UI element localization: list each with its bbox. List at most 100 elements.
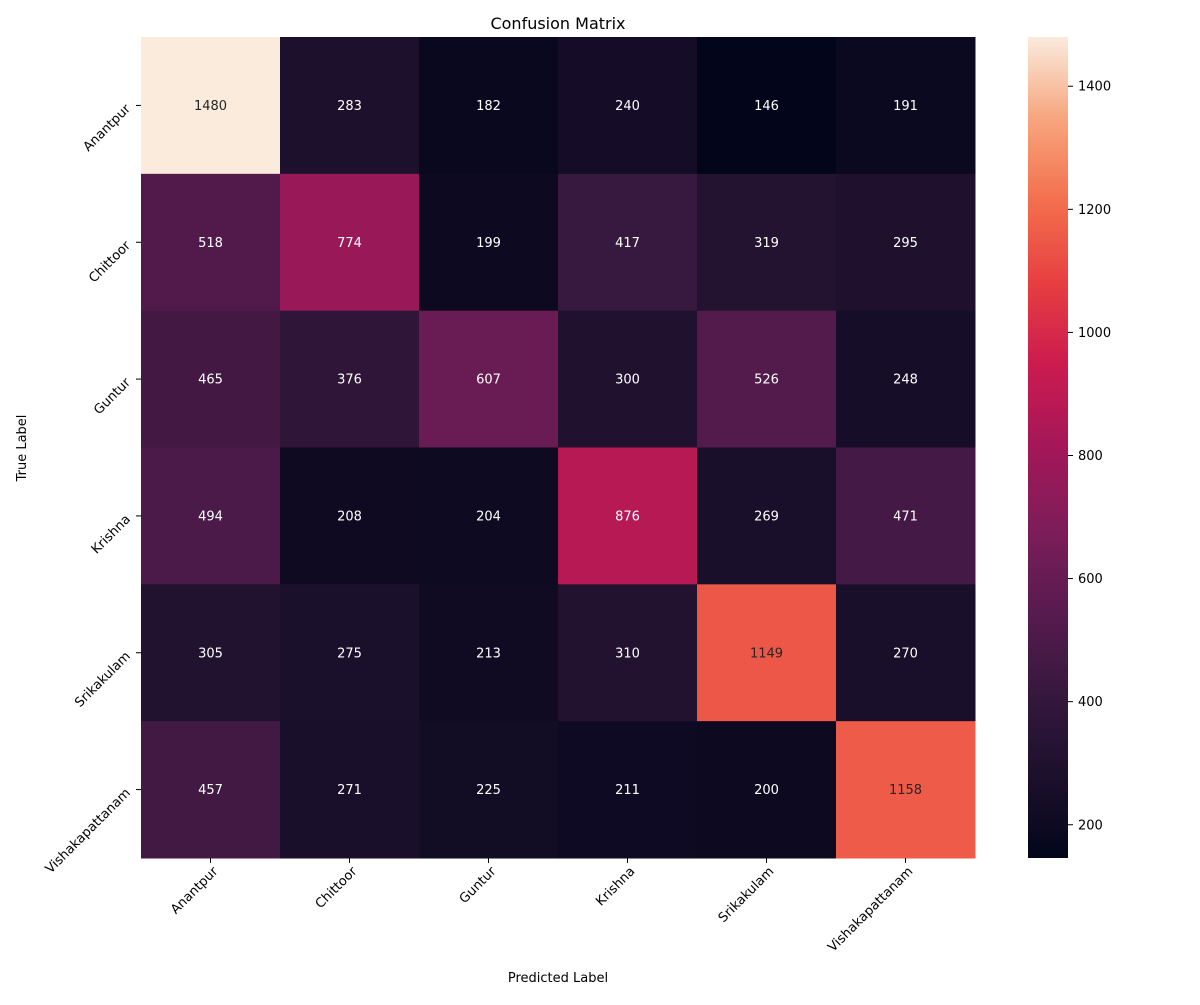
cell-value-label: 1158 [889, 783, 922, 798]
heatmap-cell [558, 584, 698, 722]
heatmap-cell [558, 173, 698, 312]
cell-value-label: 225 [476, 783, 501, 798]
cell-value-label: 1480 [194, 99, 227, 114]
colorbar-tick-label: 600 [1078, 572, 1103, 587]
heatmap-cell [280, 173, 420, 312]
y-tick-label: Vishakapattanam [43, 786, 134, 877]
heatmap-cell [836, 310, 976, 448]
heatmap-cell [419, 37, 559, 175]
heatmap-cell [697, 721, 837, 859]
y-tick-label: Krishna [89, 512, 134, 557]
heatmap-cell [419, 721, 559, 859]
colorbar-tick-label: 400 [1078, 695, 1103, 710]
y-tick-label: Chittoor [86, 238, 134, 286]
cell-value-label: 270 [893, 646, 918, 661]
cell-value-label: 269 [754, 509, 779, 524]
cell-value-label: 248 [893, 373, 918, 388]
heatmap-cell [141, 37, 281, 175]
heatmap-cell [419, 447, 559, 585]
heatmap-cell [836, 721, 976, 859]
colorbar-tick-label: 200 [1078, 818, 1103, 833]
cell-value-label: 300 [615, 373, 640, 388]
heatmap-cell [697, 173, 837, 312]
cell-value-label: 526 [754, 373, 779, 388]
heatmap-cell [697, 447, 837, 585]
colorbar-tick-label: 1200 [1078, 203, 1111, 218]
cell-value-label: 457 [198, 783, 223, 798]
cell-value-label: 471 [893, 509, 918, 524]
heatmap-cell [558, 447, 698, 585]
cell-value-label: 295 [893, 236, 918, 251]
heatmap-cell [697, 584, 837, 722]
cell-value-label: 417 [615, 236, 640, 251]
cell-value-label: 310 [615, 646, 640, 661]
x-tick-label: Krishna [593, 864, 638, 909]
x-tick-label: Srikakulam [716, 864, 778, 926]
heatmap-cell [280, 37, 420, 175]
cell-value-label: 271 [337, 783, 362, 798]
cell-value-label: 199 [476, 236, 501, 251]
heatmap-cell [280, 447, 420, 585]
x-tick-label: Vishakapattanam [825, 864, 916, 955]
colorbar-tick-label: 800 [1078, 449, 1103, 464]
cell-value-label: 774 [337, 236, 362, 251]
cell-value-label: 319 [754, 236, 779, 251]
colorbar: 200 400 600 800 1000 1200 1400 [1028, 37, 1111, 858]
cell-value-label: 376 [337, 373, 362, 388]
cell-value-label: 240 [615, 99, 640, 114]
cell-value-label: 876 [615, 509, 640, 524]
y-axis-label: True Label [15, 415, 30, 483]
heatmap-cell [280, 310, 420, 448]
heatmap-cell [419, 310, 559, 448]
colorbar-scale [1028, 37, 1068, 858]
y-tick-label: Guntur [91, 375, 134, 418]
heatmap-cell [836, 584, 976, 722]
cell-value-label: 208 [337, 509, 362, 524]
cell-value-label: 204 [476, 509, 501, 524]
x-tick-label: Chittoor [313, 864, 361, 912]
heatmap-cell [280, 584, 420, 722]
heatmap-cell [558, 721, 698, 859]
cell-value-label: 275 [337, 646, 362, 661]
cell-value-label: 494 [198, 509, 223, 524]
cell-value-label: 182 [476, 99, 501, 114]
x-tick-label: Anantpur [168, 864, 222, 918]
x-tick-label: Guntur [457, 864, 500, 907]
heatmap-cell [558, 310, 698, 448]
heatmap-cell [697, 37, 837, 175]
heatmap-cell [280, 721, 420, 859]
heatmap-cell [419, 173, 559, 312]
heatmap-cells: 1480 283 182 240 146 191 518 774 199 417 319 295 465… [141, 37, 976, 859]
heatmap-cell [836, 173, 976, 312]
x-axis-label: Predicted Label [508, 971, 608, 986]
cell-value-label: 211 [615, 783, 640, 798]
heatmap-cell [836, 37, 976, 175]
colorbar-tick-label: 1400 [1078, 80, 1111, 95]
heatmap-cell [141, 310, 281, 448]
cell-value-label: 465 [198, 373, 223, 388]
cell-value-label: 1149 [750, 646, 783, 661]
cell-value-label: 305 [198, 646, 223, 661]
heatmap-cell [558, 37, 698, 175]
y-axis-ticks: Anantpur Chittoor Guntur Krishna Srikakulam V… [43, 101, 141, 877]
heatmap-cell [419, 584, 559, 722]
heatmap-cell [141, 447, 281, 585]
cell-value-label: 213 [476, 646, 501, 661]
heatmap-cell [697, 310, 837, 448]
heatmap-cell [141, 584, 281, 722]
heatmap-cell [836, 447, 976, 585]
y-tick-label: Srikakulam [72, 649, 134, 711]
cell-value-label: 283 [337, 99, 362, 114]
heatmap-cell [141, 173, 281, 312]
cell-value-label: 200 [754, 783, 779, 798]
cell-value-label: 607 [476, 373, 501, 388]
y-tick-label: Anantpur [81, 101, 135, 155]
chart-title: Confusion Matrix [490, 14, 625, 33]
heatmap-cell [141, 721, 281, 859]
x-axis-ticks: Anantpur Chittoor Guntur Krishna Srikakulam V… [168, 858, 916, 955]
cell-value-label: 518 [198, 236, 223, 251]
cell-value-label: 191 [893, 99, 918, 114]
colorbar-tick-label: 1000 [1078, 326, 1111, 341]
